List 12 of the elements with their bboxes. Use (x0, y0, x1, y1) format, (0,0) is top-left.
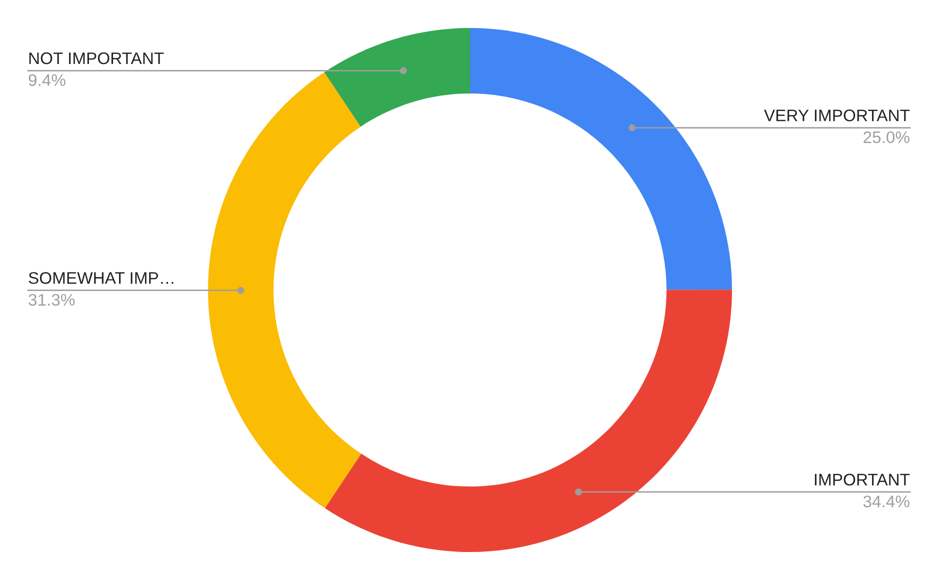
slice-label: IMPORTANT (814, 474, 910, 486)
slice-label: SOMEWHAT IMP… (28, 272, 174, 284)
donut-slice (324, 28, 470, 127)
data-label: 9.4% (28, 74, 66, 86)
donut-slice (324, 290, 732, 552)
donut-slice (208, 72, 362, 508)
slice-label: VERY IMPORTANT (764, 110, 910, 122)
data-label: 31.3% (28, 294, 75, 306)
donut-slice (470, 28, 732, 290)
slice-label: NOT IMPORTANT (29, 52, 164, 64)
data-label: 34.4% (863, 496, 910, 508)
data-label: 25.0% (864, 131, 910, 144)
